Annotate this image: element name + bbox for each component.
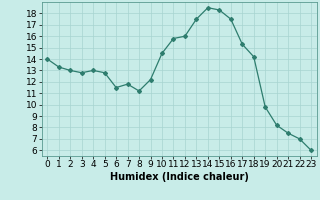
X-axis label: Humidex (Indice chaleur): Humidex (Indice chaleur) (110, 172, 249, 182)
